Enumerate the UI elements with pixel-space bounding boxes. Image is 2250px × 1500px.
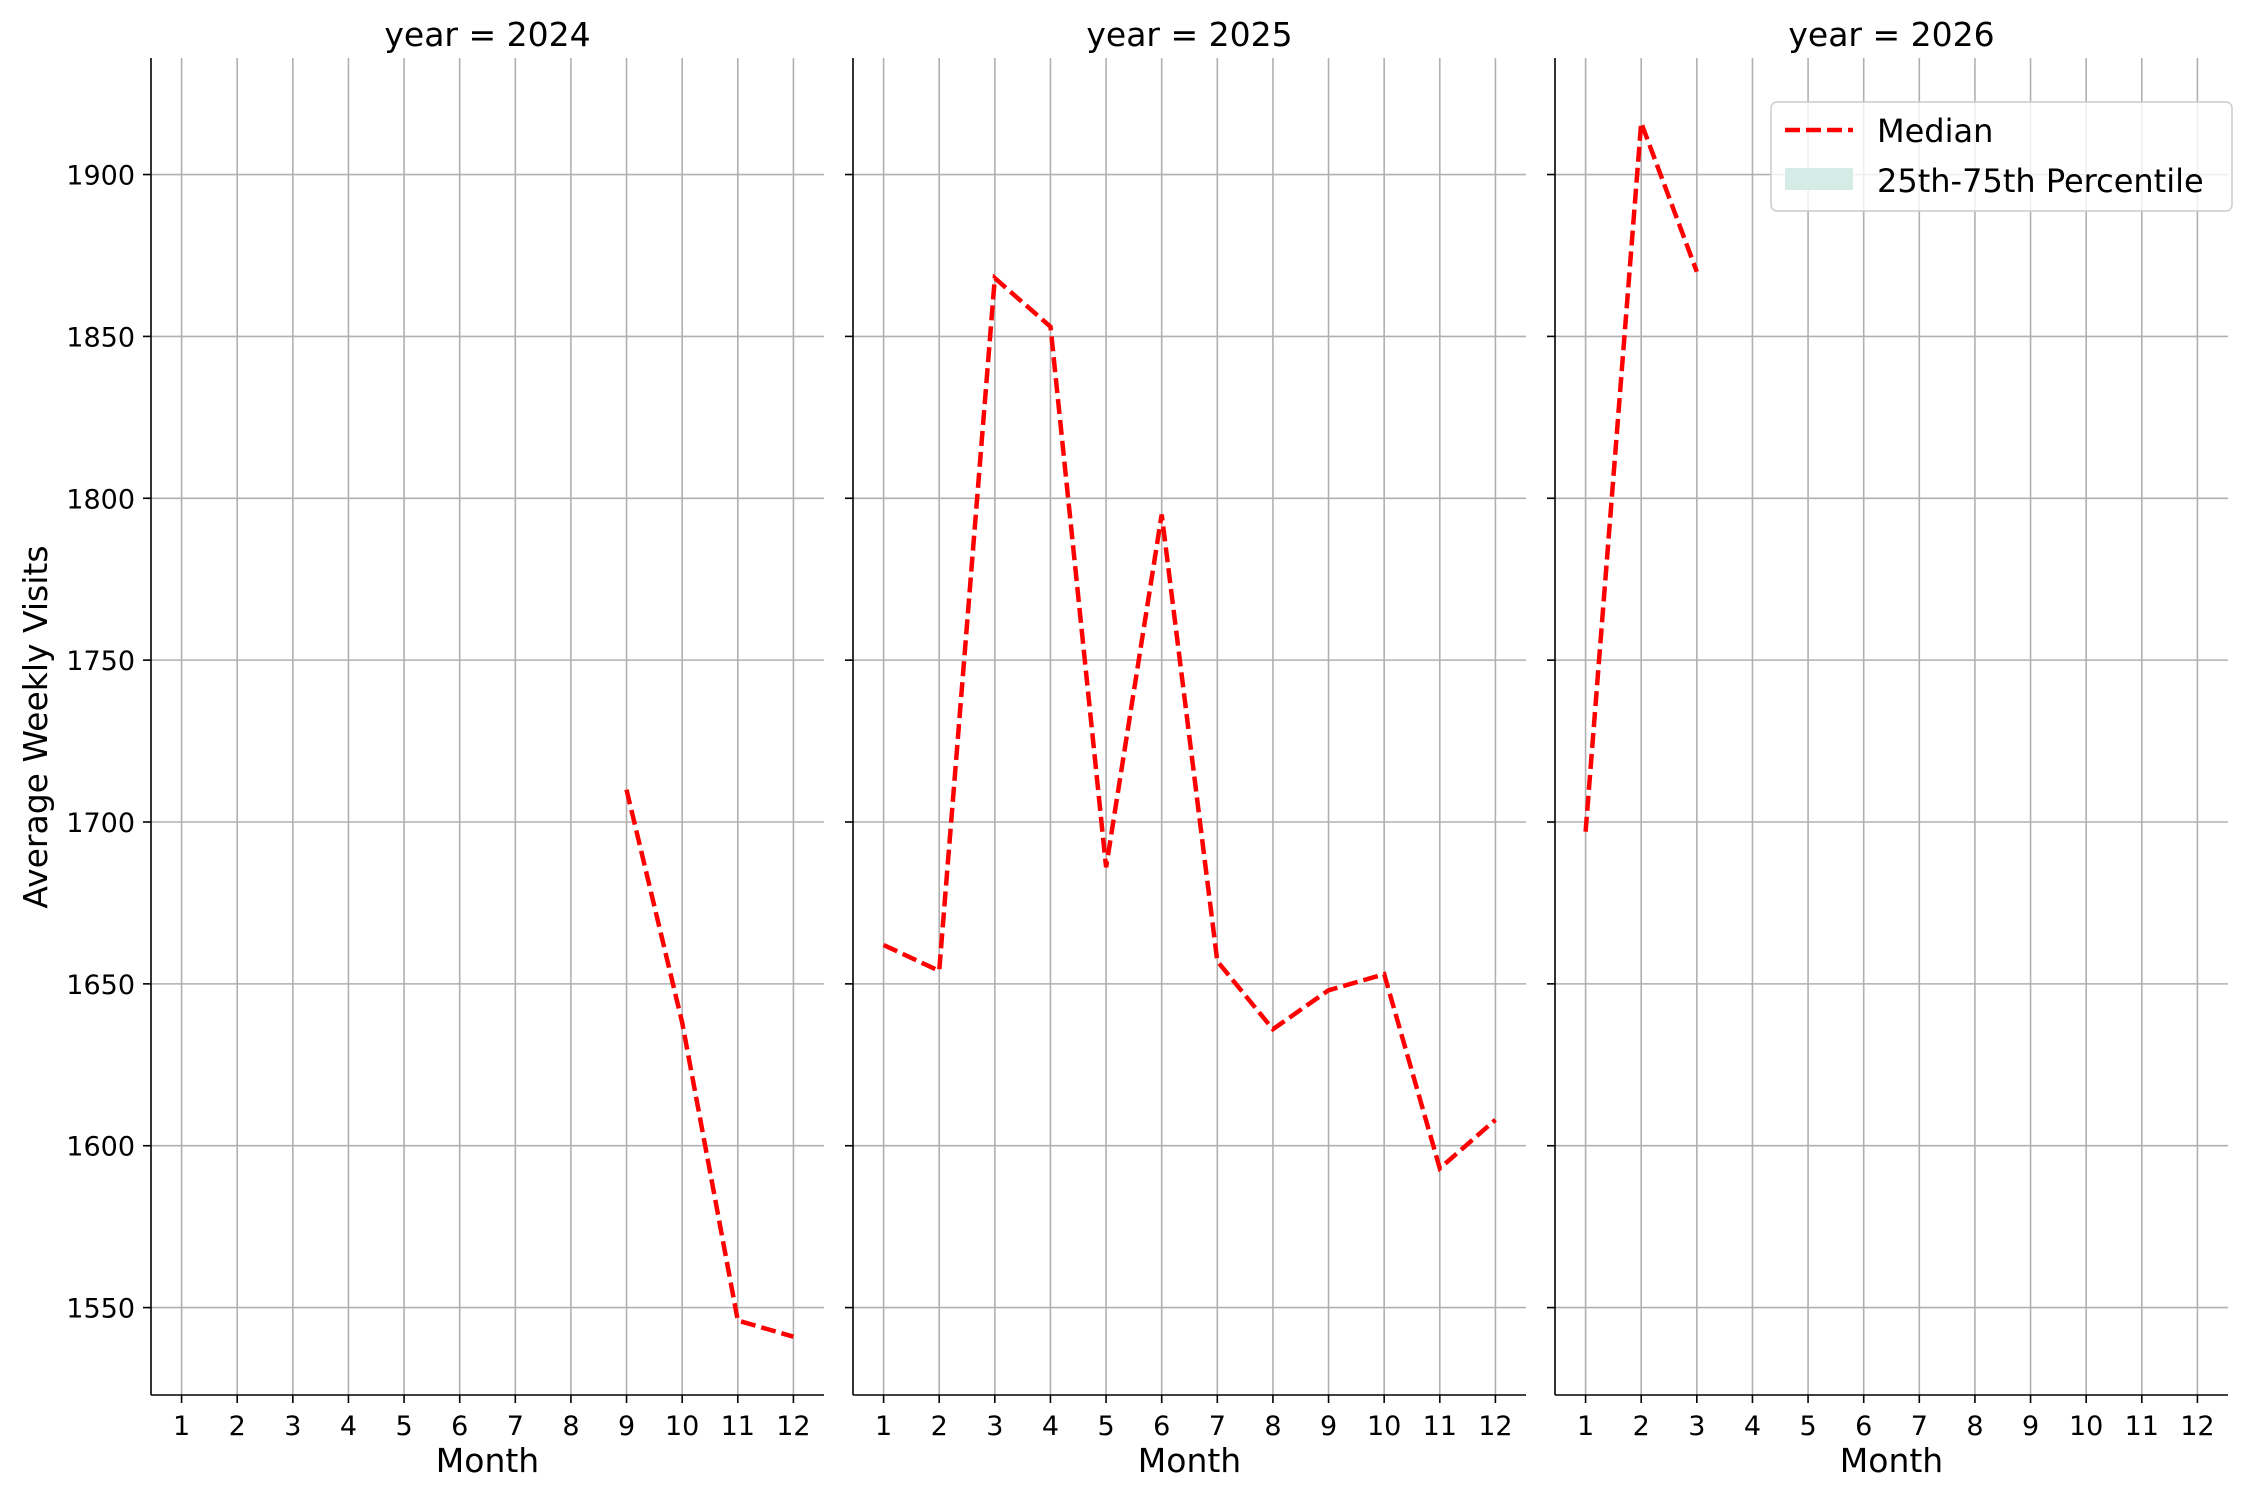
y-tick-label: 1850 (66, 322, 135, 353)
x-tick-label: 6 (1855, 1411, 1872, 1442)
x-tick-label: 7 (507, 1411, 524, 1442)
x-axis-label: Month (436, 1441, 539, 1480)
y-tick-label: 1650 (66, 970, 135, 1001)
x-tick-label: 4 (340, 1411, 357, 1442)
median-line (1583, 121, 1699, 832)
x-tick-label: 8 (1966, 1411, 1983, 1442)
y-tick-label: 1800 (66, 484, 135, 515)
legend-band-label: 25th-75th Percentile (1877, 162, 2204, 200)
x-tick-label: 2 (931, 1411, 948, 1442)
y-axis-label: Average Weekly Visits (16, 545, 55, 908)
x-tick-label: 8 (1264, 1411, 1281, 1442)
legend-median-label: Median (1877, 112, 1993, 150)
x-tick-label: 10 (1367, 1411, 1401, 1442)
x-tick-label: 1 (1577, 1411, 1594, 1442)
x-tick-label: 1 (173, 1411, 190, 1442)
panel-1: 1 2 3 4 5 6 7 8 9 10 11 121550160016501700175018001… (66, 15, 824, 1480)
x-tick-label: 2 (229, 1411, 246, 1442)
x-tick-label: 9 (618, 1411, 635, 1442)
median-line (624, 789, 795, 1339)
x-tick-label: 10 (2069, 1411, 2103, 1442)
x-axis-label: Month (1138, 1441, 1241, 1480)
x-tick-label: 12 (1478, 1411, 1512, 1442)
legend-band-swatch (1785, 168, 1853, 190)
median-line (882, 273, 1497, 1173)
x-tick-label: 12 (776, 1411, 810, 1442)
y-tick-label: 1550 (66, 1294, 135, 1325)
y-tick-label: 1750 (66, 646, 135, 677)
legend-box (1770, 101, 2233, 212)
x-tick-label: 5 (1799, 1411, 1816, 1442)
x-tick-label: 11 (721, 1411, 755, 1442)
x-tick-label: 6 (451, 1411, 468, 1442)
panel-title: year = 2025 (1086, 15, 1292, 54)
x-axis-label: Month (1840, 1441, 1943, 1480)
x-tick-label: 12 (2180, 1411, 2214, 1442)
y-tick-label: 1900 (66, 161, 135, 192)
x-tick-label: 3 (986, 1411, 1003, 1442)
panel-title: year = 2024 (384, 15, 590, 54)
panels-layer: 1 2 3 4 5 6 7 8 9 10 11 121550160016501700175018001… (66, 15, 2228, 1480)
x-tick-label: 5 (395, 1411, 412, 1442)
x-tick-label: 4 (1042, 1411, 1059, 1442)
x-tick-label: 8 (562, 1411, 579, 1442)
x-tick-label: 6 (1153, 1411, 1170, 1442)
x-tick-label: 9 (1320, 1411, 1337, 1442)
x-tick-label: 11 (2125, 1411, 2159, 1442)
x-tick-label: 10 (665, 1411, 699, 1442)
x-tick-label: 7 (1911, 1411, 1928, 1442)
x-tick-label: 3 (1688, 1411, 1705, 1442)
x-tick-label: 9 (2022, 1411, 2039, 1442)
legend: Median 25th-75th Percentile (1770, 101, 2233, 212)
x-tick-label: 11 (1423, 1411, 1457, 1442)
x-tick-label: 3 (284, 1411, 301, 1442)
x-tick-label: 2 (1633, 1411, 1650, 1442)
x-tick-label: 1 (875, 1411, 892, 1442)
panel-title: year = 2026 (1788, 15, 1994, 54)
x-tick-label: 7 (1209, 1411, 1226, 1442)
y-tick-label: 1600 (66, 1132, 135, 1163)
x-tick-label: 4 (1744, 1411, 1761, 1442)
y-tick-label: 1700 (66, 808, 135, 839)
x-tick-label: 5 (1097, 1411, 1114, 1442)
